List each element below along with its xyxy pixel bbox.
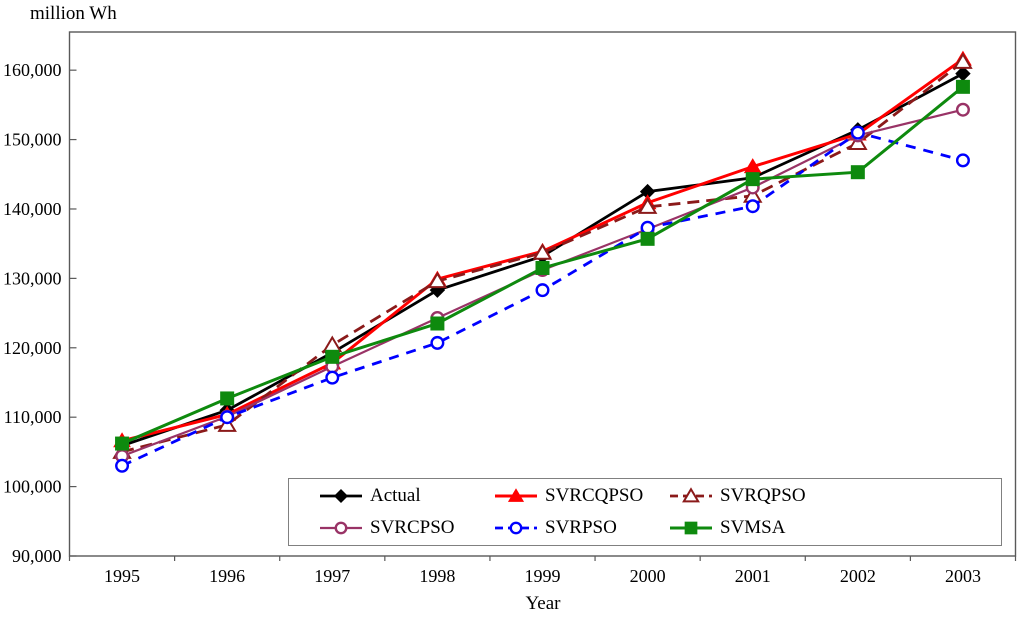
legend-item-svrcqpso: SVRCQPSO bbox=[494, 485, 643, 507]
series-point-svmsa-1995 bbox=[115, 436, 130, 451]
plot-frame bbox=[68, 31, 1017, 557]
series-point-svrpso-2001 bbox=[745, 199, 760, 214]
open-triangle-marker bbox=[682, 487, 700, 503]
x-tick-label: 2003 bbox=[945, 566, 981, 586]
legend-label-svrcpso: SVRCPSO bbox=[370, 517, 455, 538]
legend-item-svrqpso: SVRQPSO bbox=[669, 485, 806, 507]
y-tick-label: 130,000 bbox=[3, 268, 62, 288]
y-axis-title: million Wh bbox=[30, 3, 117, 24]
y-tick-label: 140,000 bbox=[3, 199, 62, 219]
x-tick-label: 1995 bbox=[104, 566, 140, 586]
open-circle-marker bbox=[325, 370, 340, 385]
series-point-svrpso-2003 bbox=[955, 153, 970, 168]
open-triangle-marker bbox=[427, 271, 448, 289]
open-triangle-marker bbox=[637, 197, 658, 214]
open-circle-marker bbox=[955, 153, 970, 168]
diamond-marker bbox=[333, 488, 349, 504]
series-point-svrpso-1999 bbox=[535, 283, 550, 298]
square-marker bbox=[684, 521, 698, 535]
series-point-svrpso-1996 bbox=[220, 410, 235, 425]
x-tick-label: 2000 bbox=[630, 566, 666, 586]
series-point-svmsa-2000 bbox=[640, 231, 655, 246]
series-point-svrpso-2002 bbox=[850, 125, 865, 140]
x-tick-label: 1999 bbox=[525, 566, 561, 586]
series-line-svrpso bbox=[121, 131, 964, 468]
square-marker bbox=[430, 316, 445, 331]
x-tick-label: 1998 bbox=[419, 566, 455, 586]
legend-item-actual: Actual bbox=[319, 485, 421, 507]
legend-item-svrpso: SVRPSO bbox=[494, 517, 617, 539]
triangle-marker bbox=[507, 488, 525, 502]
legend-item-svrcpso: SVRCPSO bbox=[319, 517, 455, 539]
series-point-svmsa-1999 bbox=[535, 260, 550, 275]
y-tick-label: 120,000 bbox=[3, 338, 62, 358]
y-tick-label: 150,000 bbox=[3, 130, 62, 150]
open-circle-marker bbox=[640, 220, 655, 235]
series-point-svmsa-1996 bbox=[220, 391, 235, 406]
x-tick-label: 2002 bbox=[840, 566, 876, 586]
open-triangle-marker bbox=[322, 335, 343, 353]
x-axis-title: Year bbox=[525, 593, 561, 614]
legend-item-svmsa: SVMSA bbox=[669, 517, 785, 539]
legend-marker-actual bbox=[320, 488, 362, 504]
legend-label-actual: Actual bbox=[370, 485, 421, 506]
x-tick-label: 2001 bbox=[735, 566, 771, 586]
open-circle-marker bbox=[430, 335, 445, 350]
y-tick-label: 90,000 bbox=[12, 546, 62, 566]
series-point-svmsa-2001 bbox=[745, 172, 760, 187]
open-circle-marker bbox=[115, 458, 130, 473]
y-tick-label: 160,000 bbox=[3, 60, 62, 80]
series-point-svrqpso-2000 bbox=[637, 197, 658, 214]
open-circle-marker bbox=[509, 521, 523, 535]
y-tick-label: 110,000 bbox=[4, 407, 62, 427]
legend-marker-svrcqpso bbox=[495, 488, 537, 502]
series-point-svmsa-2002 bbox=[850, 165, 865, 180]
series-point-svrcpso-2003 bbox=[955, 102, 970, 117]
square-marker bbox=[640, 231, 655, 246]
legend-label-svrcqpso: SVRCQPSO bbox=[545, 485, 644, 506]
legend-label-svrqpso: SVRQPSO bbox=[720, 485, 806, 506]
series-point-svrpso-2000 bbox=[640, 220, 655, 235]
open-circle-marker bbox=[220, 410, 235, 425]
open-triangle-marker bbox=[532, 243, 553, 260]
square-marker bbox=[325, 349, 340, 364]
square-marker bbox=[850, 165, 865, 180]
square-marker bbox=[535, 260, 550, 275]
series-point-svrqpso-1997 bbox=[322, 335, 343, 353]
legend-marker-svrcpso bbox=[320, 521, 362, 535]
open-circle-marker bbox=[850, 125, 865, 140]
series-point-svrqpso-2003 bbox=[953, 52, 973, 69]
square-marker bbox=[955, 79, 970, 94]
square-marker bbox=[745, 172, 760, 187]
square-marker bbox=[115, 436, 130, 451]
y-tick-label: 100,000 bbox=[3, 477, 62, 497]
open-circle-marker bbox=[334, 521, 348, 535]
legend-label-svrpso: SVRPSO bbox=[545, 517, 617, 538]
series-point-svrpso-1995 bbox=[115, 458, 130, 473]
legend: Actual SVRCQPSO SVRQPSO SVRCPSO SVRPSO S… bbox=[288, 478, 1002, 546]
series-point-svrqpso-1998 bbox=[427, 271, 448, 289]
x-tick-label: 1996 bbox=[209, 566, 245, 586]
series-point-svmsa-2003 bbox=[955, 79, 970, 94]
open-triangle-marker bbox=[953, 52, 973, 69]
series-point-svrpso-1998 bbox=[430, 335, 445, 350]
legend-marker-svrqpso bbox=[670, 487, 712, 503]
x-tick-label: 1997 bbox=[314, 566, 350, 586]
series-point-svmsa-1997 bbox=[325, 349, 340, 364]
square-marker bbox=[220, 391, 235, 406]
series-point-svrpso-1997 bbox=[325, 370, 340, 385]
series-line-svrqpso bbox=[121, 60, 964, 454]
open-circle-marker bbox=[955, 102, 970, 117]
series-point-svrqpso-1999 bbox=[532, 243, 553, 260]
series-point-svmsa-1998 bbox=[430, 316, 445, 331]
open-circle-marker bbox=[535, 283, 550, 298]
legend-marker-svmsa bbox=[670, 521, 712, 535]
legend-label-svmsa: SVMSA bbox=[720, 517, 786, 538]
open-circle-marker bbox=[745, 199, 760, 214]
legend-marker-svrpso bbox=[495, 521, 537, 535]
